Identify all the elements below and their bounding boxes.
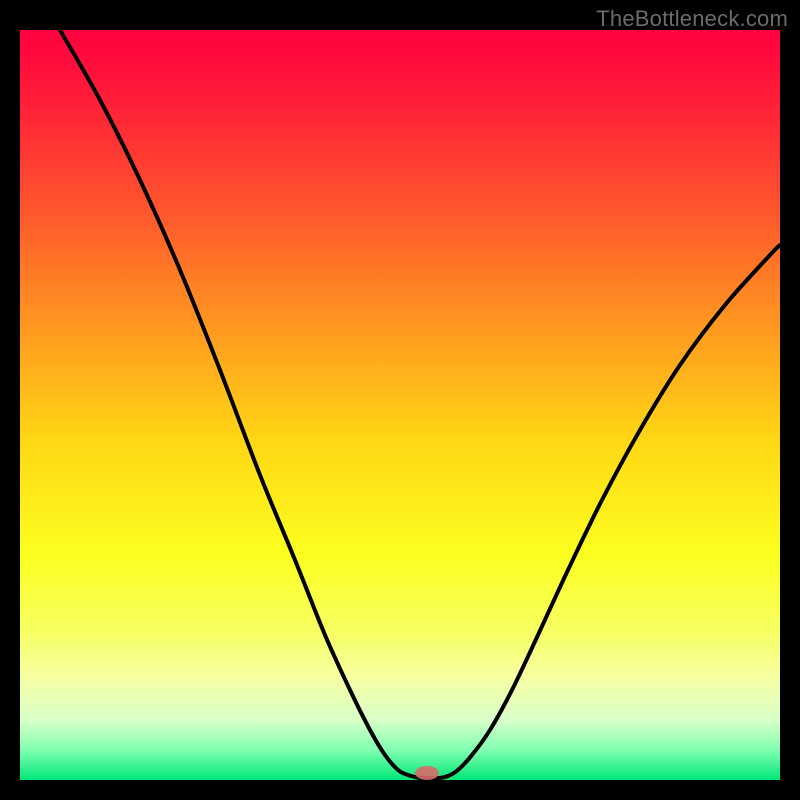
bottleneck-curve bbox=[60, 30, 780, 778]
valley-marker bbox=[415, 766, 439, 780]
chart-frame: TheBottleneck.com bbox=[0, 0, 800, 800]
curve-layer bbox=[20, 30, 780, 780]
watermark-text: TheBottleneck.com bbox=[596, 6, 788, 32]
